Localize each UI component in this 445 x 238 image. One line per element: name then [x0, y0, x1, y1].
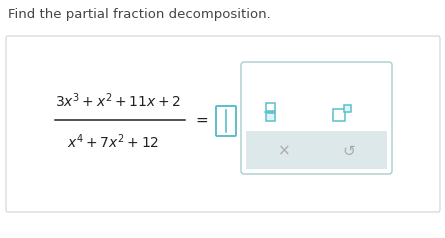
Text: $3x^3+x^2+11x+2$: $3x^3+x^2+11x+2$ [55, 91, 181, 110]
Text: $x^4+7x^2+12$: $x^4+7x^2+12$ [67, 132, 159, 151]
Text: ×: × [278, 144, 291, 159]
Bar [266, 113, 275, 121]
FancyBboxPatch shape [6, 36, 440, 212]
Bar [246, 131, 387, 169]
Bar [266, 103, 275, 111]
FancyBboxPatch shape [216, 106, 236, 136]
Bar [246, 67, 387, 131]
FancyBboxPatch shape [241, 62, 392, 174]
Bar [333, 109, 345, 121]
Text: ↺: ↺ [342, 144, 355, 159]
Text: =: = [196, 113, 208, 128]
Text: Find the partial fraction decomposition.: Find the partial fraction decomposition. [8, 8, 271, 21]
Bar [344, 105, 351, 112]
